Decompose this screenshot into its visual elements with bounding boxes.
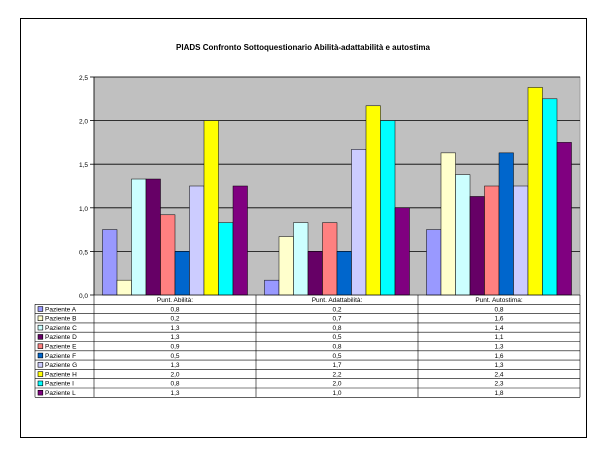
- legend-label: Paziente C: [45, 325, 77, 332]
- bar: [116, 279, 132, 296]
- y-tick-label: 1,0: [79, 206, 88, 213]
- bar: [469, 196, 485, 296]
- bar: [278, 236, 294, 296]
- data-label: 0,2: [170, 316, 179, 323]
- y-tick-label: 1,5: [79, 162, 88, 169]
- bar: [218, 222, 234, 296]
- data-label: 2,0: [332, 381, 341, 388]
- legend-swatch: [37, 362, 44, 368]
- bar: [527, 87, 543, 296]
- data-label: 0,5: [332, 334, 341, 341]
- legend-swatch: [37, 334, 44, 340]
- bar: [174, 251, 190, 296]
- bar: [322, 222, 338, 296]
- y-tick-label: 2,0: [79, 119, 88, 126]
- legend-label: Paziente F: [45, 353, 76, 360]
- data-label: 2,2: [332, 371, 341, 378]
- bar: [102, 229, 118, 296]
- data-label: 1,1: [494, 334, 503, 341]
- data-label: 1,3: [170, 390, 179, 397]
- data-label: 0,5: [170, 353, 179, 360]
- legend-swatch: [37, 352, 44, 359]
- bar: [365, 105, 381, 296]
- bar: [131, 178, 147, 296]
- legend-label: Paziente L: [45, 390, 76, 397]
- legend-swatch: [37, 315, 44, 321]
- bar: [556, 142, 572, 296]
- bar: [426, 229, 442, 296]
- bar: [336, 251, 352, 296]
- data-label: 0,9: [170, 344, 179, 351]
- legend-label: Paziente G: [45, 362, 77, 369]
- data-label: 1,3: [494, 362, 503, 369]
- bar: [264, 279, 280, 296]
- bar: [513, 185, 529, 296]
- data-label: 0,8: [170, 306, 179, 313]
- table-header-label: Punt. Autostima:: [475, 297, 523, 304]
- data-label: 0,8: [494, 306, 503, 313]
- table-header-label: Punt. Adattabilità:: [312, 297, 363, 304]
- legend-label: Paziente I: [45, 381, 74, 388]
- data-label: 1,3: [170, 325, 179, 332]
- legend-label: Paziente E: [45, 344, 77, 351]
- bar: [232, 185, 248, 296]
- data-label: 0,8: [332, 344, 341, 351]
- bar: [484, 185, 500, 296]
- bar: [455, 174, 471, 296]
- bar: [145, 178, 161, 296]
- table-header-label: Punt. Abilità:: [157, 297, 193, 304]
- data-label: 0,2: [332, 306, 341, 313]
- data-label: 1,7: [332, 362, 341, 369]
- data-label: 2,0: [170, 371, 179, 378]
- bar: [160, 214, 176, 296]
- y-tick-label: 2,5: [79, 75, 88, 82]
- data-label: 0,7: [332, 316, 341, 323]
- bar: [351, 149, 367, 296]
- legend-label: Paziente B: [45, 316, 76, 323]
- bar: [189, 185, 205, 296]
- legend-swatch: [37, 306, 44, 312]
- data-label: 0,8: [332, 325, 341, 332]
- bar: [203, 120, 219, 296]
- bar: [394, 207, 410, 296]
- data-label: 1,4: [494, 325, 503, 332]
- data-label: 1,6: [494, 316, 503, 323]
- chart-svg: PIADS Confronto Sottoquestionario Abilit…: [34, 43, 581, 398]
- data-label: 1,0: [332, 390, 341, 397]
- y-tick-label: 0,5: [79, 249, 88, 256]
- legend-swatch: [37, 380, 44, 387]
- bar: [440, 152, 456, 296]
- legend-swatch: [37, 389, 44, 396]
- chart-title: PIADS Confronto Sottoquestionario Abilit…: [176, 43, 430, 52]
- legend-swatch: [37, 343, 44, 349]
- legend-swatch: [37, 371, 44, 377]
- data-label: 1,3: [494, 344, 503, 351]
- data-label: 2,3: [494, 381, 503, 388]
- data-label: 1,8: [494, 390, 503, 397]
- legend-label: Paziente A: [45, 306, 77, 313]
- bar: [293, 222, 309, 296]
- data-label: 1,3: [170, 362, 179, 369]
- data-label: 1,3: [170, 334, 179, 341]
- y-tick-label: 0,0: [79, 293, 88, 300]
- data-label: 2,4: [494, 371, 503, 378]
- bar: [380, 120, 396, 296]
- chart-frame: PIADS Confronto Sottoquestionario Abilit…: [20, 18, 587, 438]
- data-label: 1,6: [494, 353, 503, 360]
- legend-swatch: [37, 324, 44, 331]
- bar: [542, 98, 558, 296]
- bar: [307, 251, 323, 296]
- bar: [498, 152, 514, 296]
- data-label: 0,5: [332, 353, 341, 360]
- data-label: 0,8: [170, 381, 179, 388]
- legend-label: Paziente H: [45, 371, 77, 378]
- legend-label: Paziente D: [45, 334, 77, 341]
